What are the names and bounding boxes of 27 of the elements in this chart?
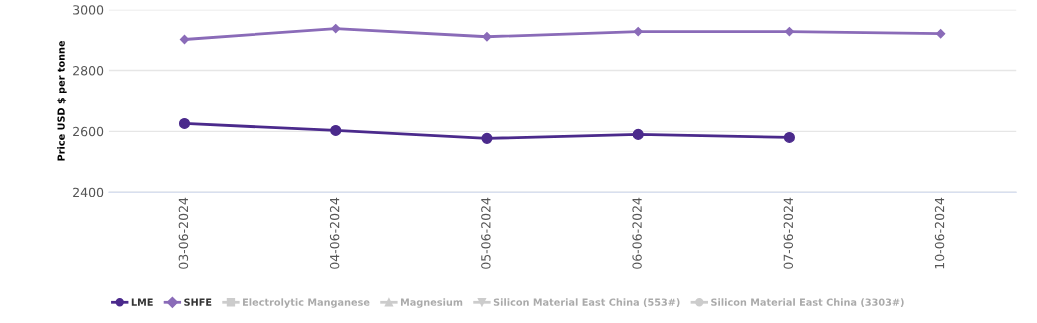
point (783, 131, 795, 143)
legend-label: Electrolytic Manganese (243, 298, 370, 308)
point (481, 132, 493, 144)
point (482, 32, 492, 42)
x-tick-label: 07-06-2024 (783, 197, 794, 269)
point (330, 124, 342, 136)
point (936, 29, 946, 39)
y-tick-label: 2800 (73, 65, 104, 76)
y-tick-label: 2600 (73, 126, 104, 137)
legend-label: LME (131, 298, 153, 306)
legend-label: SHFE (184, 298, 212, 306)
legend-label: Magnesium (400, 298, 463, 308)
point (633, 26, 643, 37)
legend-label: Silicon Material East China (553#) (493, 298, 680, 307)
x-tick-label: 03-06-2024 (178, 197, 189, 269)
x-tick-label: 05-06-2024 (481, 197, 491, 269)
point (784, 26, 795, 37)
legend-label: Silicon Material East China (3303#) (711, 298, 904, 307)
y-axis-title: Price USD $ per tonne (57, 40, 67, 161)
x-tick-label: 06-06-2024 (632, 197, 642, 269)
point (178, 117, 191, 130)
x-tick-label: 04-06-2024 (329, 197, 340, 269)
point (632, 128, 644, 140)
x-tick-label: 10-06-2024 (934, 197, 945, 269)
y-tick-label: 2400 (73, 187, 104, 198)
point (331, 23, 341, 34)
y-tick-label: 3000 (73, 5, 104, 15)
